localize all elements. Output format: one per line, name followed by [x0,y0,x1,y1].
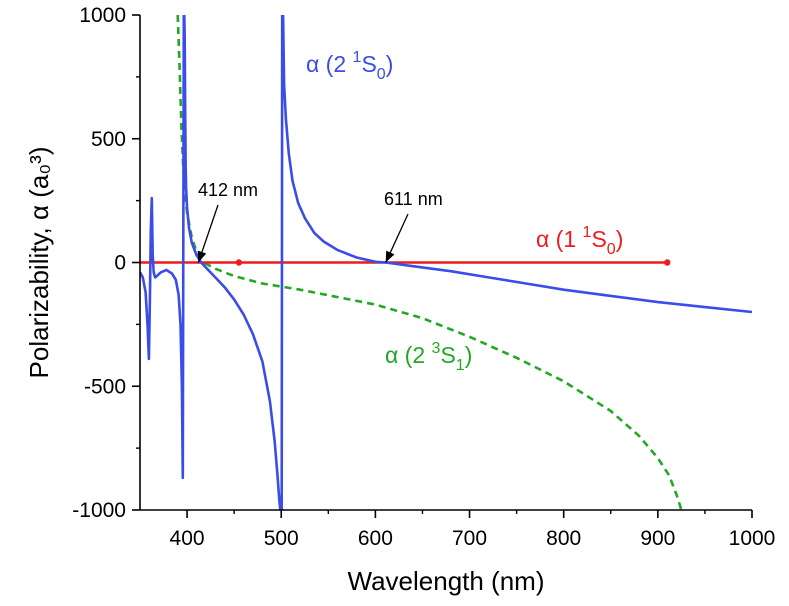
series-label-2-3s1: α (2 3S1) [385,340,472,374]
label-part: S [440,342,455,368]
series-line-2-1s0 [140,15,752,510]
annotation-arrowhead-0 [197,250,207,263]
axes [132,14,753,518]
label-part: S [361,51,376,77]
x-tick-label: 700 [452,527,487,550]
label-part: ) [616,226,624,252]
y-tick-label: -1000 [72,499,126,522]
annotation-label-1: 611 nm [384,189,443,209]
annotation-label-0: 412 nm [198,180,258,200]
label-subscript: 1 [456,357,465,374]
label-subscript: 0 [607,241,616,258]
label-part: ) [465,342,473,368]
label-part: ) [386,51,394,77]
series-label-1-1s0: α (1 1S0) [536,224,623,258]
y-tick-label: 1000 [79,4,126,27]
x-axis-title: Wavelength (nm) [348,566,545,596]
series-label-2-1s0: α (2 1S0) [306,49,393,83]
x-tick-label: 1000 [729,527,776,550]
label-superscript: 1 [353,49,362,66]
label-part: α (2 [385,342,432,368]
series-marker-0 [235,259,243,266]
label-part: S [591,226,606,252]
label-part: α (1 [536,226,583,252]
annotation-arrowhead-1 [385,250,395,263]
label-subscript: 0 [377,66,386,83]
x-tick-label: 900 [640,527,675,550]
x-tick-label: 800 [546,527,581,550]
y-tick-label: -500 [84,375,126,398]
x-tick-label: 400 [170,527,205,550]
label-superscript: 1 [583,224,592,241]
series-marker-1 [664,259,671,266]
y-tick-label: 0 [114,252,126,275]
y-axis-title: Polarizability, α (a₀³) [24,147,54,379]
x-tick-label: 600 [358,527,393,550]
x-tick-label: 500 [264,527,299,550]
label-part: α (2 [306,51,353,77]
y-tick-label: 500 [91,128,126,151]
label-superscript: 3 [432,340,441,357]
labels: 400 500 600 700 800 900 1000 -1000 -500 0 500 1000 W… [24,4,775,596]
plot-lines [140,15,752,510]
